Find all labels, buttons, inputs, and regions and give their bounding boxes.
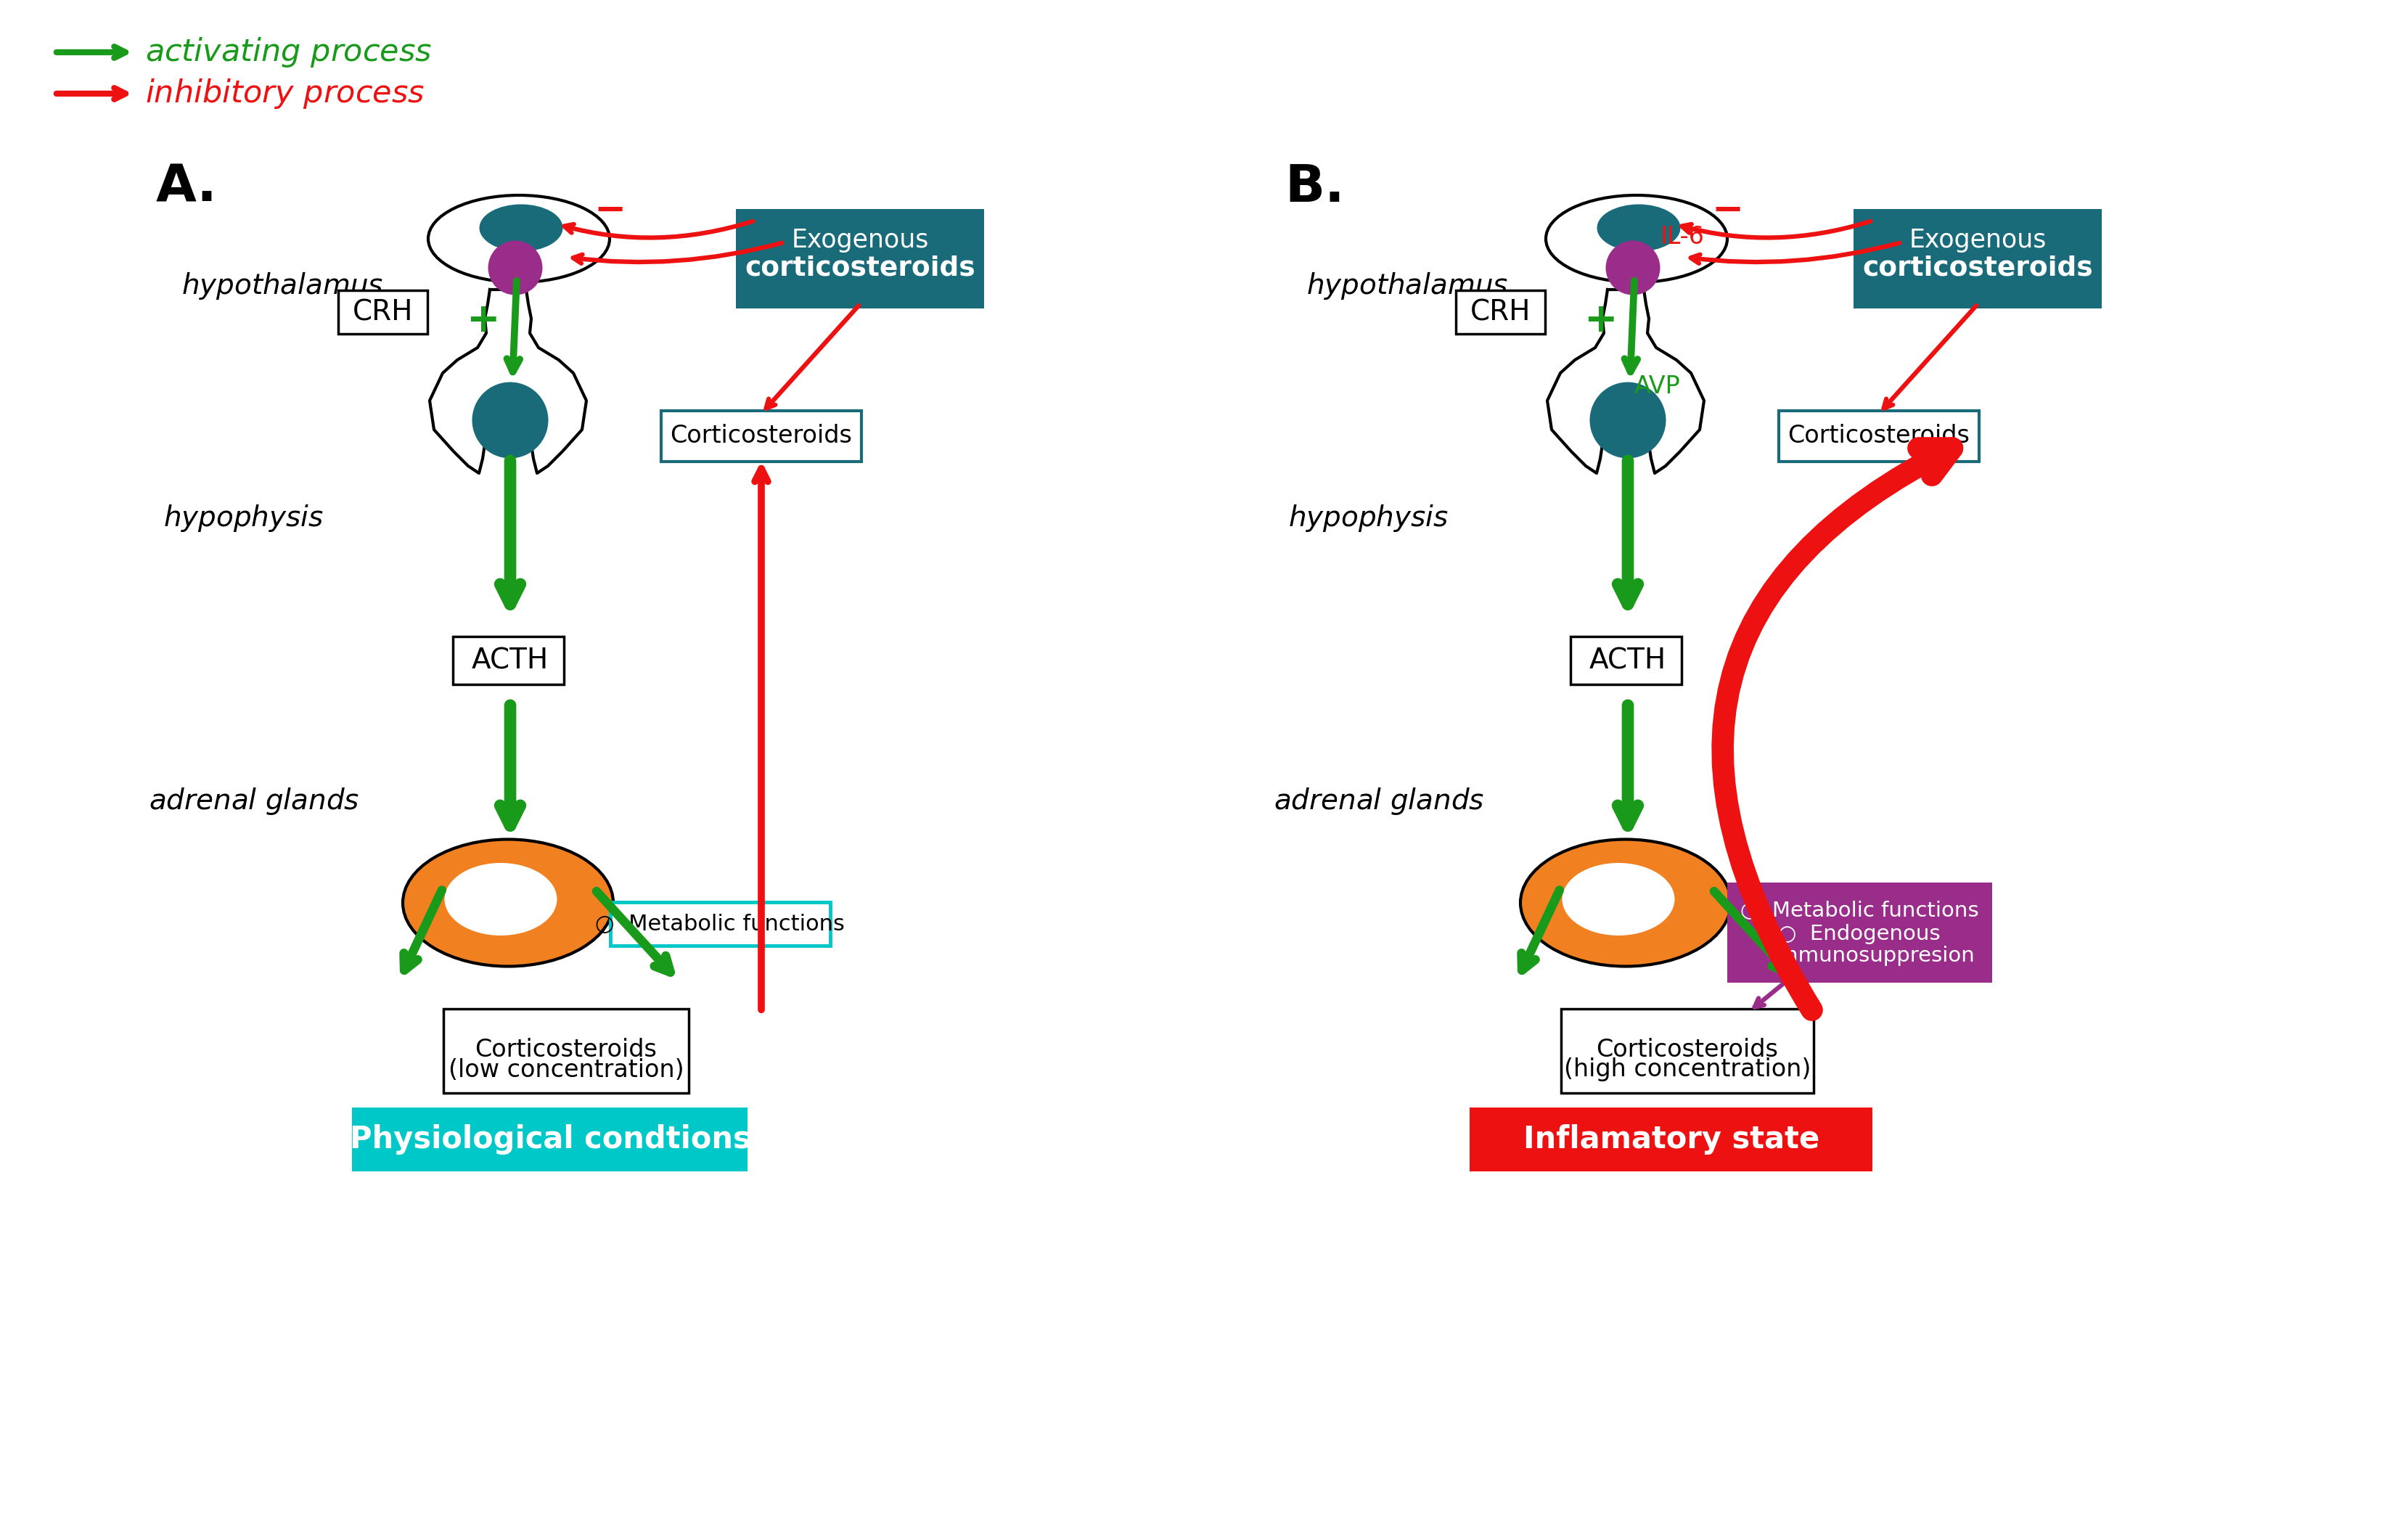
Text: ACTH: ACTH	[1589, 646, 1666, 675]
Text: Corticosteroids: Corticosteroids	[474, 1038, 657, 1063]
Text: +: +	[1584, 301, 1618, 341]
Polygon shape	[429, 290, 588, 473]
Text: $\it{inhibitory\ process}$: $\it{inhibitory\ process}$	[144, 76, 424, 110]
Ellipse shape	[445, 863, 556, 936]
Text: B.: B.	[1283, 162, 1344, 212]
Text: −: −	[595, 191, 626, 229]
Text: corticosteroids: corticosteroids	[744, 255, 975, 281]
Text: $\it{activating\ process}$: $\it{activating\ process}$	[144, 35, 431, 69]
Text: ○  Endogenous: ○ Endogenous	[1777, 924, 1941, 944]
FancyBboxPatch shape	[453, 637, 563, 684]
Text: Corticosteroids: Corticosteroids	[669, 425, 852, 447]
Ellipse shape	[472, 382, 549, 458]
Text: $\it{adrenal\ glands}$: $\it{adrenal\ glands}$	[149, 786, 359, 817]
Ellipse shape	[1519, 840, 1731, 967]
Text: Physiological condtions: Physiological condtions	[349, 1124, 751, 1154]
Text: $\it{hypothalamus}$: $\it{hypothalamus}$	[1305, 270, 1507, 301]
Polygon shape	[1548, 290, 1705, 473]
Ellipse shape	[489, 241, 542, 295]
Text: $\it{hypophysis}$: $\it{hypophysis}$	[164, 502, 323, 533]
Text: IL-6: IL-6	[1662, 224, 1705, 249]
Text: A.: A.	[157, 162, 217, 212]
Text: AVP: AVP	[1635, 374, 1681, 399]
FancyBboxPatch shape	[1727, 883, 1991, 983]
Ellipse shape	[479, 205, 563, 252]
FancyBboxPatch shape	[1570, 637, 1681, 684]
Ellipse shape	[1589, 382, 1666, 458]
FancyBboxPatch shape	[1780, 411, 1979, 461]
Text: Corticosteroids: Corticosteroids	[1787, 425, 1970, 447]
FancyBboxPatch shape	[337, 290, 429, 334]
Text: corticosteroids: corticosteroids	[1861, 255, 2093, 281]
Text: ACTH: ACTH	[472, 646, 549, 675]
Ellipse shape	[402, 840, 614, 967]
Ellipse shape	[1606, 241, 1659, 295]
Ellipse shape	[1597, 205, 1681, 252]
Text: $\it{hypothalamus}$: $\it{hypothalamus}$	[181, 270, 383, 301]
Text: ○  Metabolic functions: ○ Metabolic functions	[1741, 899, 1979, 921]
Text: $\leftarrow$: $\leftarrow$	[144, 50, 147, 53]
Text: −: −	[1712, 191, 1743, 229]
Text: CRH: CRH	[1471, 298, 1531, 325]
FancyBboxPatch shape	[1560, 1009, 1813, 1093]
FancyBboxPatch shape	[352, 1107, 746, 1171]
FancyBboxPatch shape	[737, 209, 985, 308]
Text: $\it{hypophysis}$: $\it{hypophysis}$	[1288, 502, 1450, 533]
Ellipse shape	[1563, 863, 1674, 936]
FancyBboxPatch shape	[443, 1009, 689, 1093]
Text: ○  Metabolic functions: ○ Metabolic functions	[595, 913, 845, 935]
Text: Inflamatory state: Inflamatory state	[1524, 1124, 1820, 1154]
Text: $\it{adrenal\ glands}$: $\it{adrenal\ glands}$	[1274, 786, 1483, 817]
FancyBboxPatch shape	[609, 902, 831, 945]
FancyBboxPatch shape	[1457, 290, 1546, 334]
Text: CRH: CRH	[354, 298, 414, 325]
Text: Exogenous: Exogenous	[792, 228, 929, 252]
Text: (high concentration): (high concentration)	[1563, 1058, 1811, 1081]
Text: Corticosteroids: Corticosteroids	[1597, 1038, 1780, 1063]
Text: +: +	[465, 301, 501, 341]
Text: Exogenous: Exogenous	[1910, 228, 2047, 252]
FancyBboxPatch shape	[1854, 209, 2102, 308]
Text: immunosuppresion: immunosuppresion	[1743, 945, 1975, 967]
FancyBboxPatch shape	[1469, 1107, 1873, 1171]
FancyBboxPatch shape	[662, 411, 862, 461]
Text: (low concentration): (low concentration)	[448, 1058, 684, 1081]
